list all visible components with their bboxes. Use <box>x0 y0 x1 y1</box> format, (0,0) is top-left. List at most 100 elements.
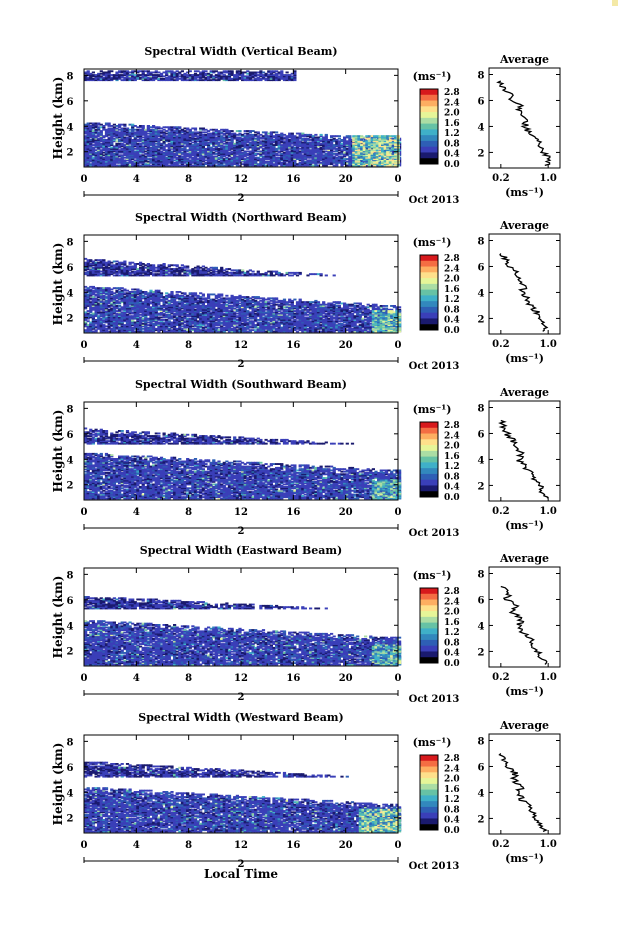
heatmap-cell <box>298 158 302 160</box>
heatmap-cell <box>272 160 276 163</box>
heatmap-cell <box>107 154 111 157</box>
heatmap-cell <box>152 297 156 300</box>
heatmap-cell <box>264 161 268 164</box>
heatmap-cell <box>128 326 132 329</box>
heatmap-cell <box>144 317 148 320</box>
heatmap-cell <box>102 303 106 306</box>
heatmap-cell <box>201 70 205 73</box>
heatmap-cell <box>86 135 90 138</box>
heatmap-cell <box>136 133 140 136</box>
heatmap-cell <box>330 135 334 138</box>
heatmap-cell <box>293 154 297 157</box>
heatmap-cell <box>133 298 137 301</box>
heatmap-cell <box>120 145 124 148</box>
heatmap-cell <box>107 144 111 146</box>
heatmap-cell <box>125 308 130 311</box>
heatmap-cell <box>201 137 205 140</box>
heatmap-cell <box>335 135 339 138</box>
heatmap-cell <box>136 161 140 164</box>
heatmap-cell <box>149 144 153 146</box>
heatmap-cell <box>154 75 158 78</box>
heatmap-cell <box>104 77 109 80</box>
heatmap-cell <box>167 144 171 146</box>
heatmap-cell <box>335 161 339 164</box>
heatmap-cell <box>91 322 95 325</box>
heatmap-cell <box>238 140 242 143</box>
heatmap-cell <box>107 302 111 305</box>
heatmap-cell <box>311 164 315 167</box>
heatmap-cell <box>107 128 111 131</box>
heatmap-cell <box>146 146 150 149</box>
heatmap-cell <box>220 153 224 155</box>
heatmap-cell <box>285 158 289 160</box>
heatmap-cell <box>345 147 349 150</box>
heatmap-hot-cell <box>394 154 398 157</box>
heatmap-cell <box>183 159 187 162</box>
heatmap-cell <box>139 292 143 295</box>
heatmap-cell <box>180 164 184 167</box>
heatmap-cell <box>246 159 250 162</box>
heatmap-cell <box>146 139 150 141</box>
heatmap-cell <box>280 146 284 149</box>
heatmap-cell <box>91 325 95 328</box>
heatmap-cell <box>131 144 135 146</box>
heatmap-cell <box>125 154 130 157</box>
heatmap-cell <box>125 311 130 314</box>
heatmap-cell <box>251 149 255 152</box>
heatmap-cell <box>125 324 130 326</box>
heatmap-cell <box>303 164 307 167</box>
heatmap-cell <box>110 292 114 295</box>
heatmap-cell <box>165 70 169 73</box>
heatmap-cell <box>141 140 145 143</box>
heatmap-cell <box>128 322 132 325</box>
heatmap-cell <box>104 135 109 138</box>
heatmap-cell <box>159 150 164 153</box>
heatmap-cell <box>220 151 224 154</box>
heatmap-cell <box>120 293 124 296</box>
heatmap-cell <box>178 160 182 163</box>
heatmap-cell <box>183 130 187 132</box>
heatmap-cell <box>84 144 88 146</box>
heatmap-cell <box>173 126 177 129</box>
heatmap-cell <box>110 127 114 130</box>
heatmap-hot-cell <box>373 153 377 155</box>
heatmap-cell <box>102 319 106 321</box>
heatmap-cell <box>141 142 145 145</box>
heatmap-cell <box>235 137 239 140</box>
panel-title: Spectral Width (Vertical Beam) <box>144 45 337 58</box>
heatmap-cell <box>159 154 164 157</box>
heatmap-cell <box>107 163 111 166</box>
heatmap-cell <box>165 153 169 155</box>
heatmap-cell <box>144 310 148 312</box>
heatmap-cell <box>107 155 111 158</box>
heatmap-cell <box>340 142 344 145</box>
heatmap-cell <box>332 160 336 163</box>
heatmap-cell <box>178 142 182 145</box>
heatmap-cell <box>167 158 171 160</box>
heatmap-cell <box>191 150 195 153</box>
heatmap-cell <box>230 70 234 73</box>
heatmap-hot-cell <box>375 136 379 139</box>
heatmap-cell <box>332 147 336 150</box>
heatmap-cell <box>269 145 273 148</box>
heatmap-cell <box>152 294 156 297</box>
heatmap-cell <box>230 153 234 155</box>
heatmap-cell <box>238 70 242 73</box>
heatmap-cell <box>136 326 140 329</box>
heatmap-cell <box>288 159 292 162</box>
heatmap-cell <box>120 308 124 311</box>
heatmap-cell <box>120 154 124 157</box>
heatmap-cell <box>269 151 273 154</box>
heatmap-cell <box>175 70 179 73</box>
heatmap-cell <box>84 72 88 75</box>
heatmap-cell <box>175 141 179 144</box>
heatmap-hot-cell <box>386 164 390 167</box>
heatmap-cell <box>196 131 200 134</box>
heatmap-cell <box>154 164 158 167</box>
heatmap-cell <box>214 144 218 146</box>
heatmap-cell <box>207 150 211 153</box>
heatmap-cell <box>133 330 137 333</box>
heatmap-hot-cell <box>383 159 387 162</box>
heatmap-cell <box>162 71 166 74</box>
heatmap-cell <box>180 135 184 138</box>
